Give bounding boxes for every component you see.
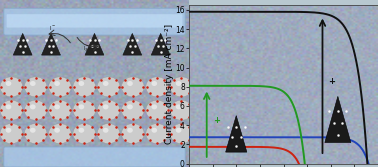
Circle shape xyxy=(121,77,144,97)
FancyBboxPatch shape xyxy=(4,147,185,167)
Circle shape xyxy=(6,128,11,133)
Text: I$^-$: I$^-$ xyxy=(49,24,57,32)
Polygon shape xyxy=(226,116,247,152)
Circle shape xyxy=(152,81,157,86)
Circle shape xyxy=(54,81,60,86)
Circle shape xyxy=(103,128,108,133)
Circle shape xyxy=(79,128,84,133)
Circle shape xyxy=(152,104,157,109)
Circle shape xyxy=(97,77,120,97)
Circle shape xyxy=(103,104,108,109)
Circle shape xyxy=(24,124,47,144)
Circle shape xyxy=(54,104,60,109)
Circle shape xyxy=(152,128,157,133)
Polygon shape xyxy=(123,33,142,55)
Circle shape xyxy=(0,100,23,120)
Circle shape xyxy=(146,77,169,97)
Circle shape xyxy=(146,100,169,120)
Circle shape xyxy=(49,100,71,120)
Circle shape xyxy=(73,124,96,144)
Polygon shape xyxy=(325,96,351,142)
Circle shape xyxy=(30,81,36,86)
Text: +: + xyxy=(212,116,220,125)
Text: +: + xyxy=(328,77,335,87)
Circle shape xyxy=(127,81,133,86)
Circle shape xyxy=(73,77,96,97)
Circle shape xyxy=(79,81,84,86)
Circle shape xyxy=(121,100,144,120)
FancyBboxPatch shape xyxy=(4,8,185,35)
Circle shape xyxy=(54,128,60,133)
Circle shape xyxy=(127,128,133,133)
Circle shape xyxy=(79,104,84,109)
Polygon shape xyxy=(151,33,170,55)
Circle shape xyxy=(24,77,47,97)
Circle shape xyxy=(103,81,108,86)
Circle shape xyxy=(49,124,71,144)
Circle shape xyxy=(170,77,193,97)
Circle shape xyxy=(30,128,36,133)
Circle shape xyxy=(97,124,120,144)
Circle shape xyxy=(176,128,181,133)
Circle shape xyxy=(0,124,23,144)
Circle shape xyxy=(121,124,144,144)
Circle shape xyxy=(97,100,120,120)
Y-axis label: Current density [mA cm⁻²]: Current density [mA cm⁻²] xyxy=(165,24,174,144)
Circle shape xyxy=(176,104,181,109)
Text: I$_3^-$: I$_3^-$ xyxy=(83,44,91,54)
Circle shape xyxy=(127,104,133,109)
Circle shape xyxy=(170,124,193,144)
Circle shape xyxy=(176,81,181,86)
Polygon shape xyxy=(42,33,60,55)
Polygon shape xyxy=(13,33,32,55)
FancyBboxPatch shape xyxy=(6,14,183,28)
Circle shape xyxy=(0,77,23,97)
Circle shape xyxy=(30,104,36,109)
Circle shape xyxy=(6,81,11,86)
Circle shape xyxy=(24,100,47,120)
Circle shape xyxy=(170,100,193,120)
Circle shape xyxy=(73,100,96,120)
Polygon shape xyxy=(85,33,104,55)
Circle shape xyxy=(146,124,169,144)
Circle shape xyxy=(49,77,71,97)
Circle shape xyxy=(6,104,11,109)
